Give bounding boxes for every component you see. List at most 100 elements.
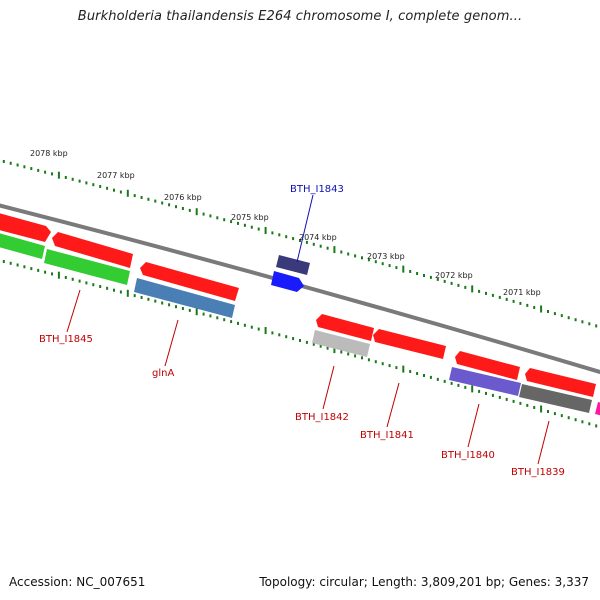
minor-tick	[140, 196, 143, 199]
gene-bar-darkgray[interactable]	[519, 384, 592, 413]
gene-arrow-red[interactable]	[316, 314, 374, 341]
minor-tick	[319, 244, 322, 248]
minor-tick	[175, 305, 177, 309]
gene-label-glnA[interactable]: glnA	[152, 368, 174, 379]
minor-tick	[271, 231, 274, 235]
minor-tick	[533, 406, 536, 409]
gene-label-BTH_I1839[interactable]: BTH_I1839	[511, 467, 565, 478]
scale-label-2073: 2073 kbp	[367, 252, 405, 261]
gene-bar-gray[interactable]	[312, 330, 370, 357]
minor-tick	[257, 327, 260, 331]
minor-tick	[85, 181, 88, 185]
gene-bar-lavender[interactable]	[449, 367, 521, 396]
minor-tick	[381, 262, 384, 266]
minor-tick	[423, 374, 425, 377]
minor-tick	[305, 240, 308, 244]
minor-tick	[560, 314, 563, 318]
minor-tick	[188, 308, 191, 312]
gene-arrow-red[interactable]	[52, 232, 133, 268]
gene-arrow-blue[interactable]	[271, 271, 304, 292]
minor-tick	[588, 322, 591, 326]
minor-tick	[154, 199, 157, 203]
minor-tick	[560, 414, 563, 418]
minor-tick	[381, 362, 384, 366]
minor-tick	[51, 272, 53, 276]
minor-tick	[92, 183, 95, 187]
minor-tick	[464, 285, 467, 289]
major-tick	[195, 208, 198, 216]
gene-arrow-red[interactable]	[455, 351, 520, 380]
gene-label-BTH_I1841[interactable]: BTH_I1841	[360, 430, 414, 441]
minor-tick	[450, 281, 453, 285]
minor-tick	[147, 197, 150, 201]
gene-bar-green[interactable]	[44, 249, 130, 285]
minor-tick	[498, 395, 501, 399]
minor-tick	[478, 289, 481, 293]
minor-tick	[347, 252, 350, 256]
major-tick	[126, 289, 129, 297]
minor-tick	[340, 250, 343, 254]
scale-label-2075: 2075 kbp	[231, 213, 269, 222]
minor-tick	[223, 218, 226, 222]
minor-tick	[209, 314, 212, 318]
scale-label-2072: 2072 kbp	[435, 271, 473, 280]
minor-tick	[581, 420, 584, 424]
map-title: Burkholderia thailandensis E264 chromoso…	[77, 9, 523, 24]
minor-tick	[340, 350, 343, 354]
gene-bar-steel[interactable]	[134, 278, 235, 318]
minor-tick	[168, 203, 171, 207]
gene-label-BTH_I1843[interactable]: BTH_I1843	[290, 184, 344, 195]
minor-tick	[547, 410, 549, 413]
gene-arrow-red[interactable]	[373, 329, 446, 359]
gene-label-BTH_I1845[interactable]: BTH_I1845	[39, 334, 93, 345]
minor-tick	[37, 268, 40, 272]
minor-tick	[388, 264, 391, 268]
minor-tick	[106, 286, 109, 290]
minor-tick	[588, 422, 591, 426]
minor-tick	[99, 185, 102, 188]
minor-tick	[216, 316, 219, 320]
minor-tick	[519, 301, 522, 305]
scale-label-2077: 2077 kbp	[97, 171, 135, 180]
minor-tick	[567, 316, 570, 320]
major-tick	[126, 189, 129, 197]
major-tick	[333, 246, 336, 254]
gene-arrow-red[interactable]	[140, 262, 239, 301]
minor-tick	[285, 235, 288, 239]
gene-label-BTH_I1842[interactable]: BTH_I1842	[295, 412, 349, 423]
minor-tick	[436, 277, 439, 281]
gene-bar-green[interactable]	[0, 232, 45, 259]
minor-tick	[595, 424, 598, 428]
minor-tick	[519, 401, 522, 405]
major-tick	[402, 365, 405, 373]
minor-tick	[429, 275, 432, 279]
minor-tick	[23, 265, 26, 269]
gene-label-BTH_I1840[interactable]: BTH_I1840	[441, 450, 495, 461]
minor-tick	[526, 403, 529, 407]
minor-tick	[553, 312, 556, 316]
gene-arrow-red[interactable]	[0, 212, 51, 242]
minor-tick	[409, 270, 412, 273]
major-tick	[402, 265, 405, 273]
minor-tick	[230, 220, 233, 224]
minor-tick	[78, 279, 81, 283]
minor-tick	[491, 393, 494, 397]
minor-tick	[64, 176, 67, 179]
gene-track-reverse	[0, 232, 600, 417]
minor-tick	[119, 290, 122, 294]
minor-tick	[257, 227, 260, 231]
minor-tick	[133, 194, 136, 198]
minor-tick	[113, 288, 115, 292]
accession-text: Accession: NC_007651	[9, 575, 146, 589]
major-tick	[333, 346, 336, 354]
major-tick	[540, 305, 543, 313]
minor-tick	[423, 274, 425, 277]
minor-tick	[491, 293, 494, 297]
leader-line	[66, 289, 81, 333]
gene-arrow-red[interactable]	[525, 368, 596, 397]
minor-tick	[223, 318, 226, 322]
gene-bar-magenta[interactable]	[595, 402, 600, 417]
minor-tick	[2, 160, 5, 163]
gene-arrow-navy[interactable]	[276, 255, 310, 275]
scale-label-2076: 2076 kbp	[164, 193, 202, 202]
